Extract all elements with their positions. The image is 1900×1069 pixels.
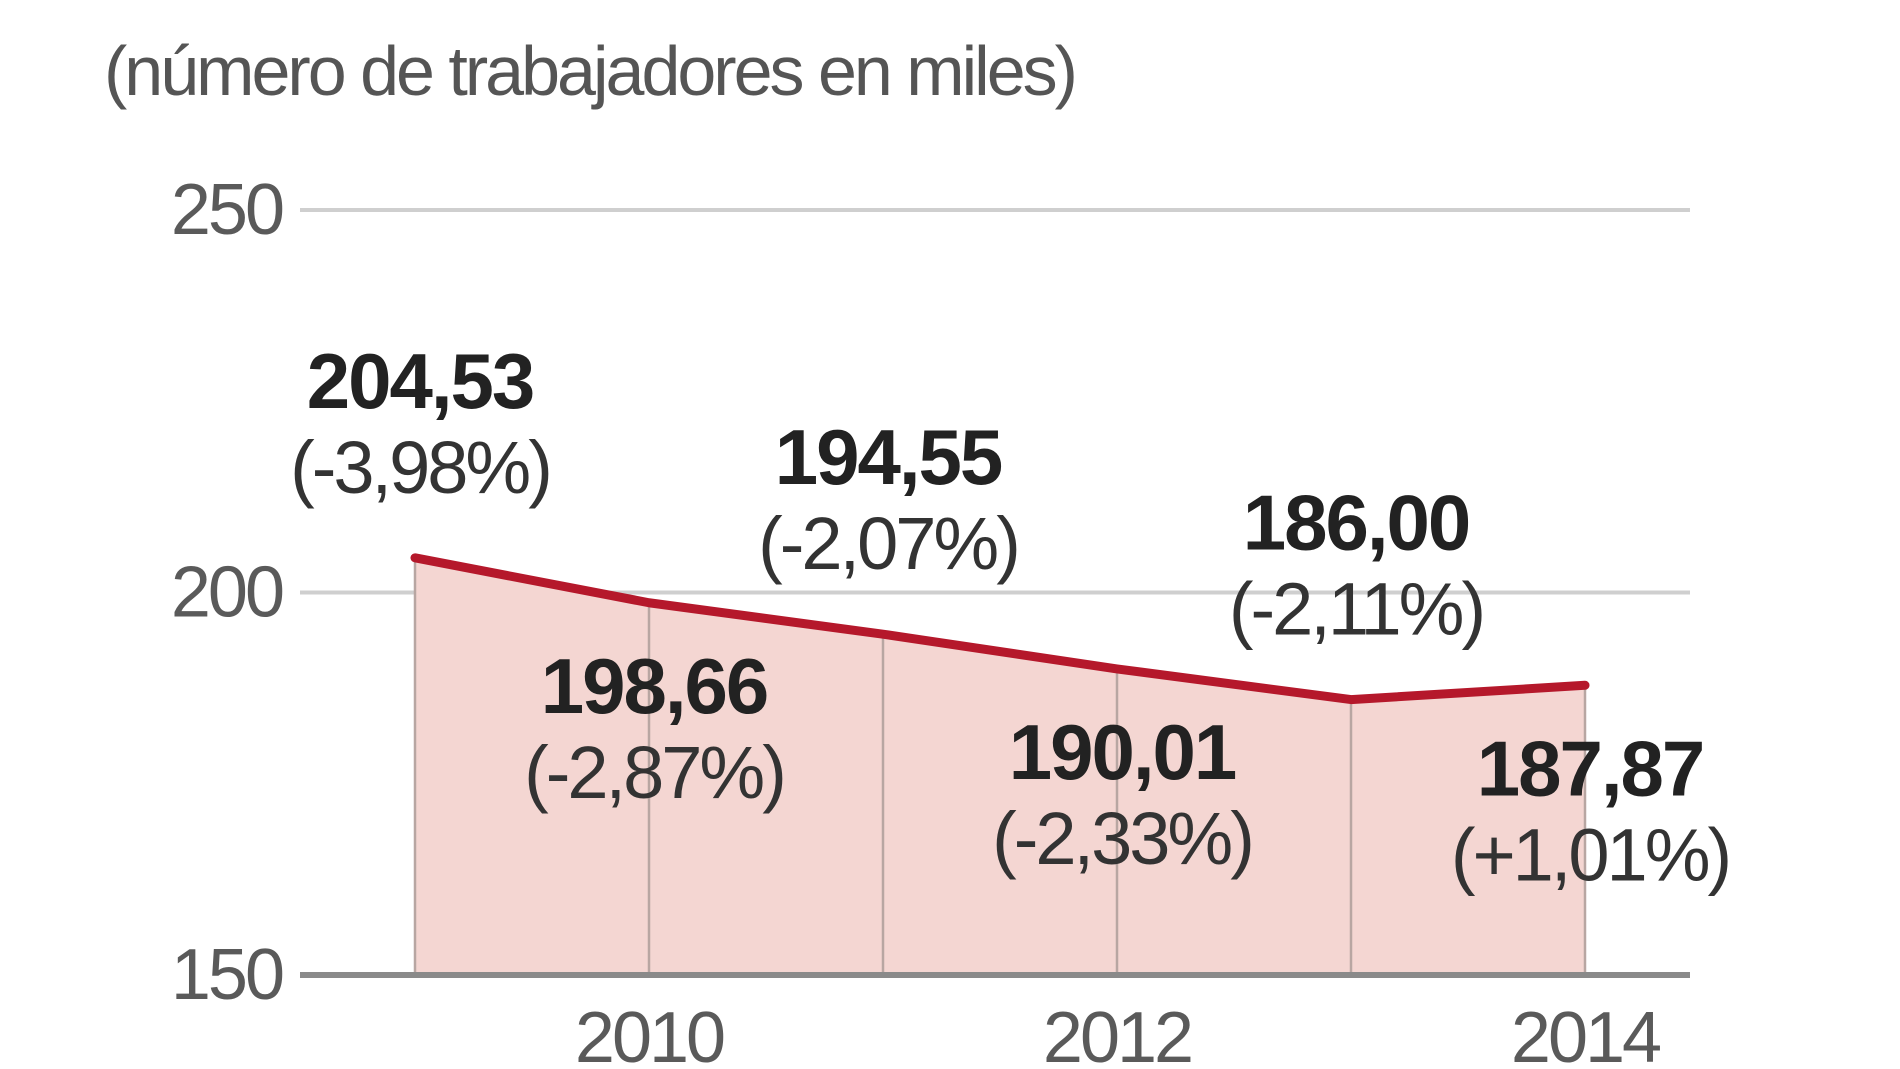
area-layer [300, 553, 1690, 978]
value-label-2009: 204,53 [307, 337, 534, 425]
x-tick-label-2014: 2014 [1511, 998, 1660, 1069]
series-line [410, 553, 1590, 705]
change-label-2013: (-2,11%) [1229, 568, 1483, 651]
chart-subtitle: (número de trabajadores en miles) [104, 32, 1075, 110]
change-label-2011: (-2,07%) [758, 502, 1018, 585]
y-tick-label-150: 150 [171, 935, 283, 1015]
value-label-2014: 187,87 [1477, 724, 1704, 812]
change-label-2009: (-3,98%) [290, 426, 550, 509]
data-labels: 204,53(-3,98%) 198,66(-2,87%) 194,55(-2,07… [290, 337, 1732, 896]
y-tick-label-250: 250 [171, 170, 283, 250]
value-label-2012: 190,01 [1009, 708, 1236, 796]
y-tick-label-200: 200 [171, 553, 283, 633]
value-label-2010: 198,66 [541, 642, 768, 730]
change-label-2014: (+1,01%) [1451, 813, 1729, 896]
value-label-2011: 194,55 [775, 413, 1002, 501]
x-tick-label-2010: 2010 [575, 998, 724, 1069]
area-fill [415, 557, 1585, 975]
x-tick-label-2012: 2012 [1043, 998, 1191, 1069]
change-label-2012: (-2,33%) [992, 797, 1252, 880]
axis-labels: 250 200 150 2010 2012 2014 [171, 170, 1663, 1069]
change-label-2010: (-2,87%) [524, 731, 784, 814]
value-label-2013: 186,00 [1243, 479, 1470, 567]
